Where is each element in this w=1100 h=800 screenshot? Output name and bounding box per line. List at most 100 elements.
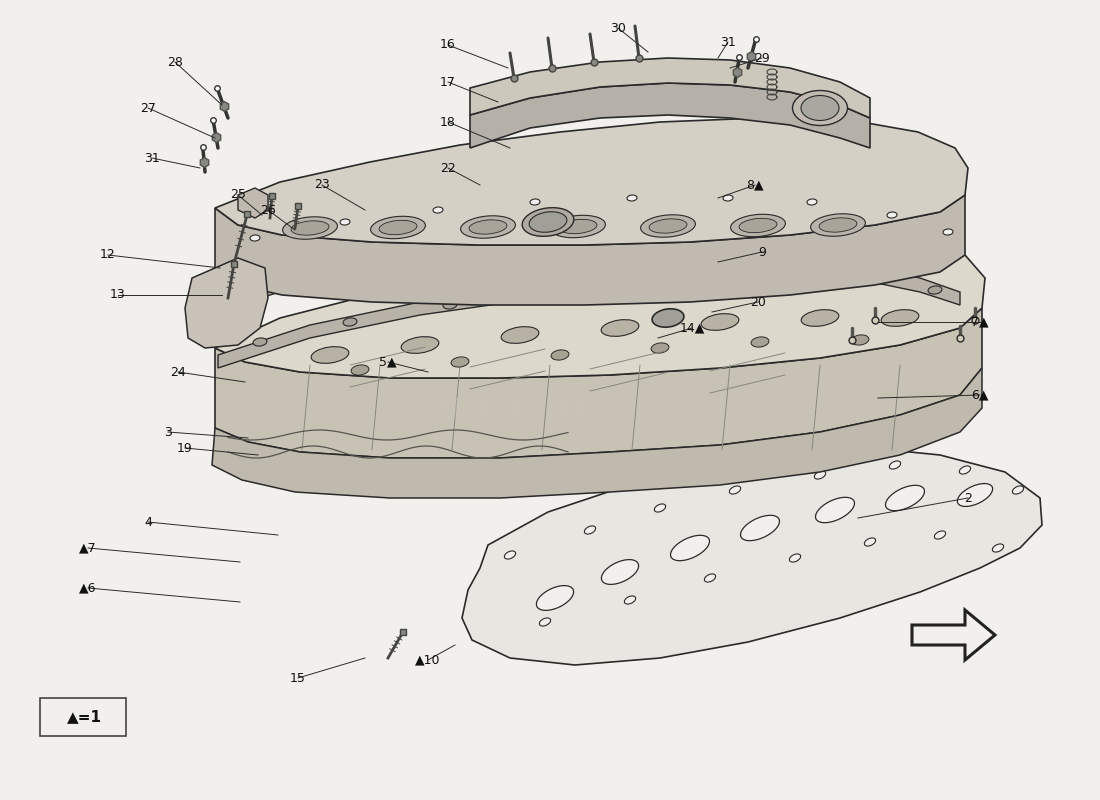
Ellipse shape [559,219,597,234]
Ellipse shape [648,281,662,289]
Ellipse shape [957,483,992,506]
Ellipse shape [283,217,338,239]
Ellipse shape [851,335,869,345]
Ellipse shape [502,326,539,343]
Text: 12: 12 [100,249,116,262]
Ellipse shape [250,235,260,241]
Ellipse shape [820,218,857,232]
Text: 27: 27 [140,102,156,114]
Ellipse shape [652,309,684,327]
Text: 3: 3 [164,426,172,438]
Ellipse shape [433,207,443,213]
Ellipse shape [311,346,349,363]
Ellipse shape [934,531,946,539]
Text: 29: 29 [755,51,770,65]
Ellipse shape [1012,486,1024,494]
Ellipse shape [992,544,1003,552]
Ellipse shape [548,288,562,296]
Text: 31: 31 [720,35,736,49]
Text: ▲=1: ▲=1 [66,710,101,725]
Ellipse shape [790,554,801,562]
Text: ▲7: ▲7 [79,542,97,554]
Text: 20: 20 [750,295,766,309]
Text: 17: 17 [440,75,455,89]
Ellipse shape [748,276,762,284]
Ellipse shape [539,618,551,626]
Ellipse shape [886,486,924,510]
Text: 5▲: 5▲ [379,355,397,369]
Polygon shape [238,188,268,218]
Text: 16: 16 [440,38,455,51]
Ellipse shape [551,350,569,360]
Text: eurocars: eurocars [425,389,616,427]
Ellipse shape [469,220,507,234]
Polygon shape [218,265,960,368]
Ellipse shape [625,596,636,604]
Ellipse shape [649,219,686,233]
Text: 30: 30 [610,22,626,34]
Ellipse shape [807,199,817,205]
Text: 2: 2 [964,491,972,505]
Ellipse shape [729,486,740,494]
Ellipse shape [651,343,669,353]
Ellipse shape [814,471,826,479]
Polygon shape [214,308,982,458]
Ellipse shape [584,526,595,534]
Ellipse shape [654,504,666,512]
Text: 18: 18 [440,115,455,129]
Ellipse shape [627,195,637,201]
Ellipse shape [723,195,733,201]
Ellipse shape [522,208,574,236]
Polygon shape [218,208,960,312]
Polygon shape [470,58,870,118]
Ellipse shape [815,498,855,522]
Ellipse shape [379,220,417,234]
Ellipse shape [887,212,896,218]
Ellipse shape [529,212,566,232]
Polygon shape [185,258,268,348]
Text: 22: 22 [440,162,455,174]
Text: ▲6: ▲6 [79,582,97,594]
Ellipse shape [811,214,866,236]
Ellipse shape [351,365,369,375]
Polygon shape [214,195,965,305]
Ellipse shape [801,95,839,121]
Ellipse shape [551,215,605,238]
Text: 24: 24 [170,366,186,378]
Ellipse shape [530,199,540,205]
Ellipse shape [801,310,839,326]
Ellipse shape [671,535,710,561]
Text: 23: 23 [315,178,330,191]
Text: 13: 13 [110,289,125,302]
Ellipse shape [845,276,859,284]
Polygon shape [462,448,1042,665]
Ellipse shape [701,314,739,330]
Ellipse shape [253,338,267,346]
Text: ▲10: ▲10 [416,654,441,666]
Ellipse shape [739,218,777,233]
Ellipse shape [704,574,716,582]
Ellipse shape [640,214,695,238]
Polygon shape [214,118,968,245]
Ellipse shape [602,320,639,336]
Text: 26: 26 [260,203,276,217]
Ellipse shape [943,229,953,235]
Ellipse shape [865,538,876,546]
Polygon shape [912,610,996,660]
Ellipse shape [740,515,780,541]
Ellipse shape [340,219,350,225]
Ellipse shape [343,318,358,326]
Polygon shape [470,83,870,148]
Text: 6▲: 6▲ [971,389,989,402]
Text: 9: 9 [758,246,766,258]
Text: 25: 25 [230,189,246,202]
Ellipse shape [602,560,639,584]
Polygon shape [212,368,982,498]
Text: 8▲: 8▲ [746,178,763,191]
Ellipse shape [451,357,469,367]
Ellipse shape [443,301,456,309]
Ellipse shape [792,90,847,126]
Ellipse shape [959,466,970,474]
Text: 19: 19 [177,442,192,454]
Text: 31: 31 [144,151,159,165]
